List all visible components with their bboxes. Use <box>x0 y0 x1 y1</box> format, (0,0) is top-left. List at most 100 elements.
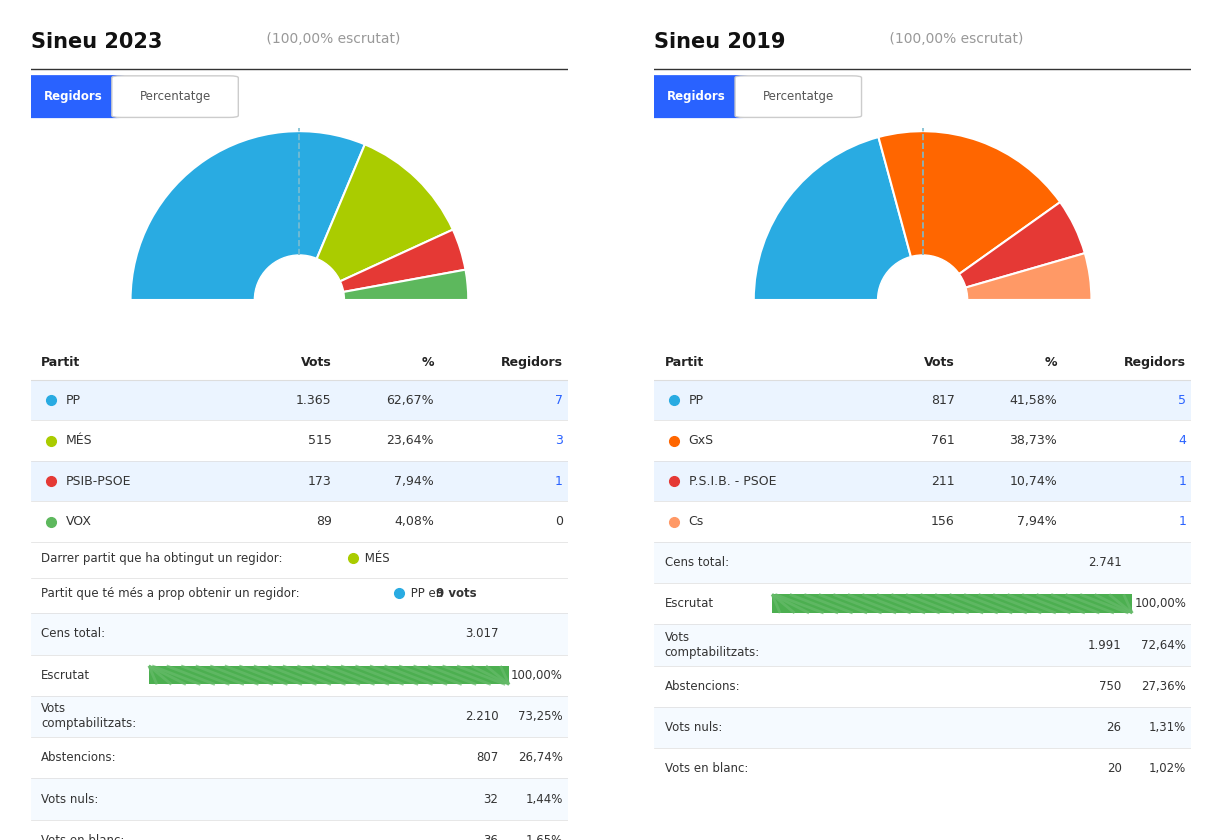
Text: 1,44%: 1,44% <box>525 793 563 806</box>
Text: 41,58%: 41,58% <box>1009 394 1057 407</box>
Text: 62,67%: 62,67% <box>386 394 434 407</box>
Bar <box>31 779 568 820</box>
Text: 7,94%: 7,94% <box>393 475 434 487</box>
Text: 100,00%: 100,00% <box>1134 597 1187 610</box>
Circle shape <box>254 255 345 345</box>
Text: Percentatge: Percentatge <box>763 90 833 102</box>
Text: 1: 1 <box>1178 475 1187 487</box>
Text: Sineu 2023: Sineu 2023 <box>31 32 163 52</box>
Text: 72,64%: 72,64% <box>1141 638 1187 652</box>
Text: 73,25%: 73,25% <box>518 710 563 723</box>
Text: 0: 0 <box>555 515 563 528</box>
Text: Abstencions:: Abstencions: <box>42 751 117 764</box>
Text: MÉS: MÉS <box>66 434 92 447</box>
Text: P.S.I.B. - PSOE: P.S.I.B. - PSOE <box>689 475 776 487</box>
Wedge shape <box>754 137 923 300</box>
Text: Vots en blanc:: Vots en blanc: <box>42 834 125 840</box>
Text: 32: 32 <box>484 793 499 806</box>
Text: 89: 89 <box>315 515 331 528</box>
Text: 817: 817 <box>931 394 954 407</box>
Bar <box>772 595 1133 613</box>
Text: 23,64%: 23,64% <box>386 434 434 447</box>
Circle shape <box>877 255 968 345</box>
Text: Abstencions:: Abstencions: <box>665 680 741 693</box>
Wedge shape <box>879 131 1061 300</box>
Text: 807: 807 <box>477 751 499 764</box>
Text: %: % <box>422 355 434 369</box>
Text: 173: 173 <box>308 475 331 487</box>
Text: Cens total:: Cens total: <box>665 556 728 569</box>
Text: 2.741: 2.741 <box>1088 556 1122 569</box>
Text: Partit: Partit <box>42 355 81 369</box>
Text: 1,31%: 1,31% <box>1149 722 1187 734</box>
Text: 750: 750 <box>1100 680 1122 693</box>
Text: 100,00%: 100,00% <box>511 669 563 681</box>
Text: 36: 36 <box>484 834 499 840</box>
Text: MÉS: MÉS <box>362 552 390 564</box>
Text: Escrutat: Escrutat <box>42 669 90 681</box>
Text: Regidors: Regidors <box>501 355 563 369</box>
Wedge shape <box>131 131 365 300</box>
Text: Partit que té més a prop obtenir un regidor:: Partit que té més a prop obtenir un regi… <box>42 586 299 600</box>
Text: GxS: GxS <box>689 434 714 447</box>
Text: PP: PP <box>66 394 81 407</box>
Wedge shape <box>923 202 1085 300</box>
Text: Vots
comptabilitzats:: Vots comptabilitzats: <box>42 702 137 731</box>
Text: Vots nuls:: Vots nuls: <box>665 722 722 734</box>
Wedge shape <box>923 253 1091 300</box>
Bar <box>31 380 568 420</box>
FancyBboxPatch shape <box>112 76 238 118</box>
Text: 1,65%: 1,65% <box>525 834 563 840</box>
Text: PSIB-PSOE: PSIB-PSOE <box>66 475 131 487</box>
Text: 26: 26 <box>1107 722 1122 734</box>
Text: 10,74%: 10,74% <box>1009 475 1057 487</box>
Text: 27,36%: 27,36% <box>1141 680 1187 693</box>
Bar <box>654 461 1191 501</box>
FancyBboxPatch shape <box>736 76 862 118</box>
Bar <box>654 380 1191 420</box>
Text: Darrer partit que ha obtingut un regidor:: Darrer partit que ha obtingut un regidor… <box>42 552 282 564</box>
FancyBboxPatch shape <box>645 76 749 118</box>
Wedge shape <box>299 270 468 300</box>
Text: 156: 156 <box>931 515 954 528</box>
Bar <box>654 542 1191 583</box>
Text: Percentatge: Percentatge <box>139 90 210 102</box>
Text: 2.210: 2.210 <box>464 710 499 723</box>
Text: 4: 4 <box>1178 434 1187 447</box>
Text: (100,00% escrutat): (100,00% escrutat) <box>262 32 400 46</box>
Text: Sineu 2019: Sineu 2019 <box>654 32 786 52</box>
Text: 3: 3 <box>555 434 563 447</box>
Wedge shape <box>299 229 466 300</box>
Text: 1: 1 <box>555 475 563 487</box>
Bar <box>31 461 568 501</box>
Text: 1: 1 <box>1178 515 1187 528</box>
Text: 7,94%: 7,94% <box>1017 515 1057 528</box>
Text: Cs: Cs <box>689 515 704 528</box>
Text: 211: 211 <box>931 475 954 487</box>
Text: Vots: Vots <box>301 355 331 369</box>
Text: 38,73%: 38,73% <box>1009 434 1057 447</box>
Text: Vots nuls:: Vots nuls: <box>42 793 99 806</box>
Text: 9 vots: 9 vots <box>436 586 477 600</box>
Bar <box>654 707 1191 748</box>
FancyBboxPatch shape <box>22 76 126 118</box>
Text: 1.365: 1.365 <box>296 394 331 407</box>
Text: 20: 20 <box>1107 763 1122 775</box>
Bar <box>654 624 1191 665</box>
Text: 761: 761 <box>931 434 954 447</box>
Text: Escrutat: Escrutat <box>665 597 714 610</box>
Text: (100,00% escrutat): (100,00% escrutat) <box>885 32 1023 46</box>
Bar <box>31 613 568 654</box>
Text: Regidors: Regidors <box>667 90 726 102</box>
Text: 5: 5 <box>1178 394 1187 407</box>
Text: Cens total:: Cens total: <box>42 627 105 640</box>
Bar <box>31 696 568 738</box>
Text: 1.991: 1.991 <box>1088 638 1122 652</box>
Text: Partit: Partit <box>665 355 704 369</box>
Text: %: % <box>1045 355 1057 369</box>
Bar <box>149 666 510 685</box>
Text: Vots
comptabilitzats:: Vots comptabilitzats: <box>665 631 760 659</box>
Text: 3.017: 3.017 <box>464 627 499 640</box>
Text: PP: PP <box>689 394 704 407</box>
Text: 7: 7 <box>555 394 563 407</box>
